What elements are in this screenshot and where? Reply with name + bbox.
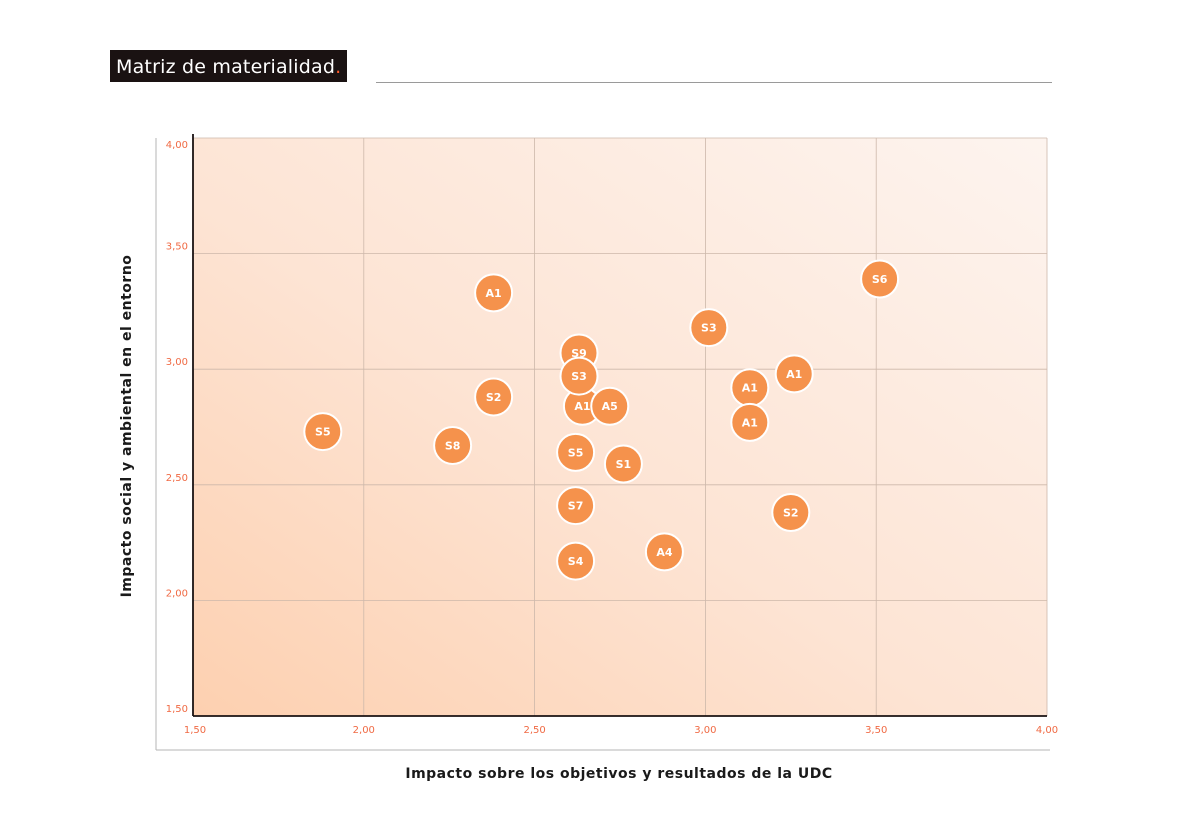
- chart-title: Matriz de materialidad: [116, 56, 336, 78]
- data-point-label: S2: [486, 391, 502, 404]
- data-point-label: S7: [568, 500, 584, 513]
- data-point-bubble: [559, 356, 599, 396]
- chart-title-box: Matriz de materialidad.: [110, 50, 348, 82]
- data-point-label: S5: [568, 446, 584, 459]
- data-point-bubble: [433, 425, 473, 465]
- data-point-label: S1: [616, 458, 632, 471]
- data-point: A1: [730, 402, 770, 442]
- data-point: S8: [433, 425, 473, 465]
- data-point-bubble: [474, 377, 514, 417]
- y-tick-label: 2,00: [166, 588, 188, 599]
- x-tick-label: 3,00: [694, 725, 716, 736]
- data-point-label: A1: [574, 400, 590, 413]
- data-point-label: S4: [568, 555, 584, 568]
- y-axis-title: Impacto social y ambiental en el entorno: [119, 255, 135, 598]
- x-tick-label: 2,50: [523, 725, 545, 736]
- data-point-label: S3: [571, 370, 587, 383]
- title-dot: .: [335, 56, 342, 78]
- data-point: S5: [303, 412, 343, 452]
- x-axis-title: Impacto sobre los objetivos y resultados…: [405, 766, 832, 782]
- data-point-bubble: [644, 532, 684, 572]
- title-rule: [376, 82, 1052, 83]
- data-point-bubble: [590, 386, 630, 426]
- data-point: S5: [556, 432, 596, 472]
- data-point-label: A1: [742, 382, 758, 395]
- x-tick-label: 2,00: [353, 725, 375, 736]
- data-point-label: A1: [486, 287, 502, 300]
- y-tick-label: 1,50: [166, 704, 188, 715]
- data-point-bubble: [474, 273, 514, 313]
- y-tick-label: 4,00: [166, 140, 188, 151]
- data-point-label: A4: [656, 546, 673, 559]
- data-point: S2: [474, 377, 514, 417]
- data-point-bubble: [556, 541, 596, 581]
- data-point: S3: [559, 356, 599, 396]
- data-point-label: A1: [786, 368, 802, 381]
- data-point-label: S2: [783, 507, 799, 520]
- x-tick-label: 1,50: [184, 725, 206, 736]
- data-point-label: A1: [742, 416, 758, 429]
- data-point-label: S5: [315, 426, 331, 439]
- data-point-bubble: [730, 402, 770, 442]
- data-point: S3: [689, 308, 729, 348]
- data-point-label: S6: [872, 273, 888, 286]
- data-point-label: A5: [602, 400, 618, 413]
- data-point: A1: [730, 368, 770, 408]
- y-tick-label: 3,00: [166, 357, 188, 368]
- data-point: S1: [603, 444, 643, 484]
- data-point-bubble: [774, 354, 814, 394]
- y-tick-label: 2,50: [166, 473, 188, 484]
- data-point: S6: [860, 259, 900, 299]
- data-point-bubble: [556, 432, 596, 472]
- data-point: A5: [590, 386, 630, 426]
- data-point: A1: [474, 273, 514, 313]
- data-point-bubble: [771, 493, 811, 533]
- data-point: A4: [644, 532, 684, 572]
- data-point-label: S3: [701, 322, 717, 335]
- data-point: S7: [556, 486, 596, 526]
- data-point-bubble: [860, 259, 900, 299]
- y-tick-label: 3,50: [166, 242, 188, 253]
- x-tick-label: 4,00: [1036, 725, 1058, 736]
- data-point: S2: [771, 493, 811, 533]
- data-point: A1: [774, 354, 814, 394]
- data-point-bubble: [689, 308, 729, 348]
- data-point-bubble: [556, 486, 596, 526]
- data-point-label: S9: [571, 347, 587, 360]
- data-point: S4: [556, 541, 596, 581]
- x-tick-label: 3,50: [865, 725, 887, 736]
- data-point-bubble: [603, 444, 643, 484]
- data-point-bubble: [303, 412, 343, 452]
- data-point-label: S8: [445, 439, 461, 452]
